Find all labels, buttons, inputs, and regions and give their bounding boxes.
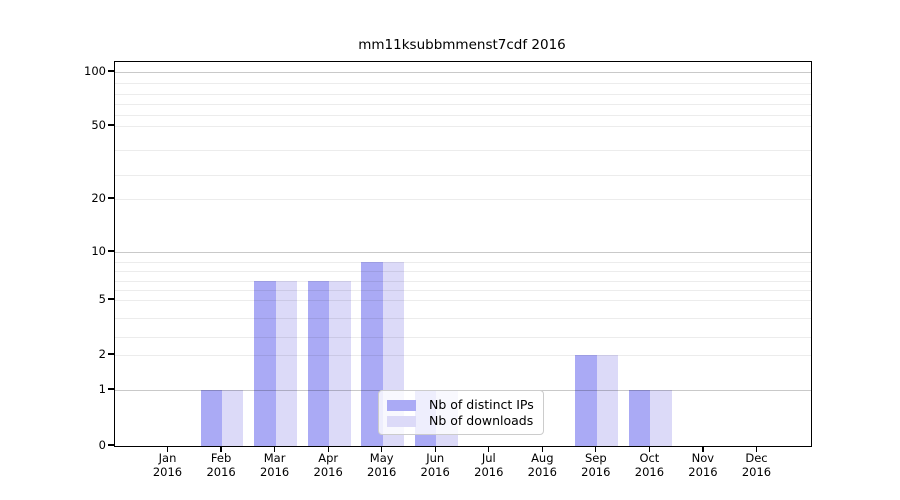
legend-label-downloads: Nb of downloads [429,413,534,428]
bar-apr-distinct-ips [307,280,330,446]
bar-feb-downloads [222,390,244,446]
x-tick-mark-nov [702,446,704,452]
y-tick-mark-20 [108,197,114,199]
bar-mar-downloads [275,280,297,446]
gridline-50 [115,126,811,127]
x-tick-mark-mar [273,446,276,452]
chart-title: mm11ksubbmmenst7cdf 2016 [358,37,566,53]
legend-row-distinct-ips: Nb of distinct IPs [387,397,535,413]
x-tick-label-oct: Oct 2016 [634,451,665,479]
bar-may-distinct-ips [361,261,383,446]
bar-mar-distinct-ips [254,280,276,446]
bar-sep-downloads [596,355,619,446]
x-tick-mark-jun [434,446,436,452]
bar-sep-distinct-ips [575,355,597,446]
chart-legend: Nb of distinct IPs Nb of downloads [378,390,544,435]
y-tick-label-100: 100 [84,64,106,78]
y-tick-label-0: 0 [98,438,106,452]
gridline-10 [115,252,811,253]
x-tick-label-jan: Jan 2016 [152,451,183,479]
y-tick-label-1: 1 [98,382,106,396]
legend-row-downloads: Nb of downloads [387,413,535,429]
x-tick-label-jul: Jul 2016 [474,451,504,479]
x-tick-label-dec: Dec 2016 [741,451,772,479]
gridline-8 [115,271,811,273]
y-tick-mark-2 [108,353,114,355]
x-tick-mark-feb [220,446,222,452]
x-tick-label-may: May 2016 [367,451,397,479]
bar-feb-distinct-ips [200,390,223,446]
y-tick-label-50: 50 [91,118,106,132]
x-tick-mark-sep [595,446,597,452]
bar-apr-downloads [329,280,351,446]
bar-oct-downloads [650,390,672,446]
x-tick-label-nov: Nov 2016 [688,451,718,479]
y-tick-mark-50 [108,124,114,126]
x-tick-mark-jan [166,446,169,452]
y-tick-label-10: 10 [91,244,106,258]
y-tick-mark-10 [108,250,114,252]
y-tick-mark-0 [108,444,114,446]
gridline-80 [115,93,811,95]
x-tick-label-mar: Mar 2016 [259,451,290,479]
x-tick-label-feb: Feb 2016 [206,451,236,479]
x-tick-mark-oct [648,446,651,452]
gridline-6 [115,290,811,292]
y-tick-mark-1 [108,388,114,390]
legend-swatch-downloads [387,415,416,427]
legend-swatch-distinct-ips [387,399,416,411]
x-tick-label-jun: Jun 2016 [420,451,450,479]
bar-oct-distinct-ips [629,390,651,446]
x-tick-mark-aug [541,446,543,452]
gridline-3 [115,336,811,338]
gridline-40 [115,150,811,152]
x-tick-label-sep: Sep 2016 [581,451,611,479]
y-tick-label-5: 5 [98,292,106,306]
gridline-100 [115,72,811,73]
gridline-90 [115,82,811,84]
gridline-70 [115,104,811,106]
gridline-20 [115,199,811,200]
gridline-7 [115,280,811,282]
gridline-30 [115,174,811,176]
gridline-2 [115,355,811,356]
grid-layer [115,62,811,446]
x-tick-mark-jul [488,446,490,452]
bars-layer [115,62,811,446]
gridline-5 [115,300,811,301]
gridline-60 [115,115,811,117]
gridline-4 [115,318,811,320]
x-tick-mark-apr [327,446,329,452]
x-tick-label-aug: Aug 2016 [527,451,557,479]
x-tick-label-apr: Apr 2016 [313,451,343,479]
y-tick-mark-100 [108,70,114,72]
gridline-9 [115,261,811,263]
plot-area: Nb of distinct IPs Nb of downloads [114,61,812,447]
x-tick-mark-may [381,446,383,452]
y-tick-label-20: 20 [91,191,106,205]
y-tick-label-2: 2 [98,347,106,361]
x-tick-mark-dec [755,446,758,452]
legend-label-distinct-ips: Nb of distinct IPs [429,397,534,412]
y-tick-mark-5 [108,298,114,300]
